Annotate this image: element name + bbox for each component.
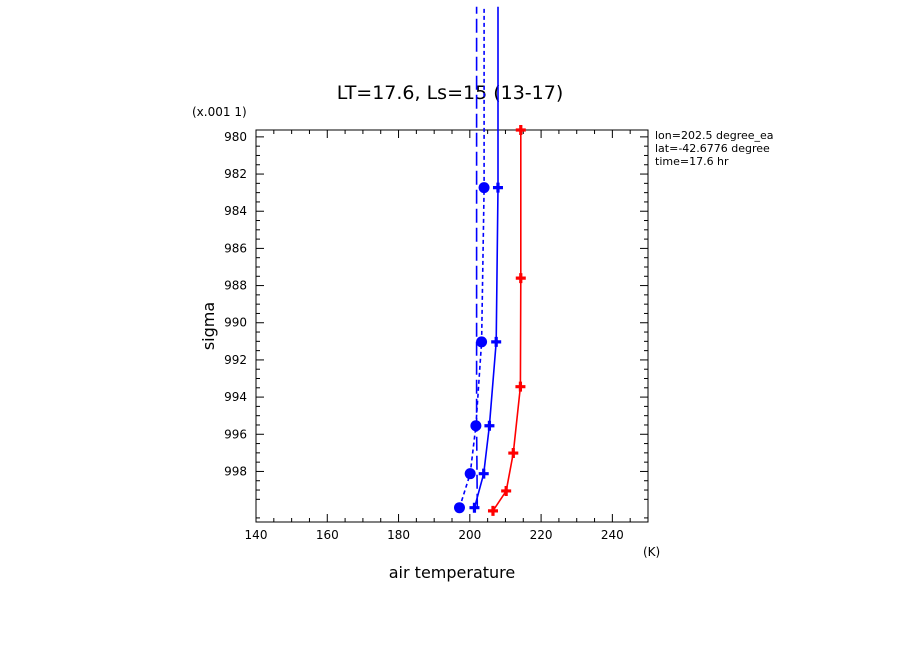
series-1-marker [478, 468, 489, 479]
plot-frame [255, 129, 649, 523]
series-0-marker [487, 505, 498, 516]
annotation-lon: lon=202.5 degree_ea [655, 129, 774, 142]
y-tick-label: 994 [224, 390, 247, 404]
series-0-marker [515, 381, 526, 392]
series-0-line [492, 130, 522, 512]
axis-ticks: 140 160 180 200 220 240 980 982 984 986 988 990 992 9… [224, 130, 648, 542]
series-0-marker [515, 125, 526, 135]
y-tick-label: 988 [224, 279, 247, 293]
series-0-marker [508, 448, 519, 459]
x-unit-label: (K) [643, 545, 660, 559]
x-tick-label: 160 [316, 528, 339, 542]
y-tick-label: 992 [224, 353, 247, 367]
series-1-marker [491, 336, 502, 347]
y-tick-label: 980 [224, 130, 247, 144]
annotation-time: time=17.6 hr [655, 155, 729, 168]
series-2-marker [478, 182, 490, 194]
series-2-marker [476, 336, 488, 348]
x-tick-label: 220 [530, 528, 553, 542]
series-2-marker [453, 502, 465, 514]
y-tick-label: 986 [224, 241, 247, 255]
series-1-marker [484, 420, 495, 431]
y-tick-label: 998 [224, 464, 247, 478]
x-tick-label: 200 [458, 528, 481, 542]
series-3-line [475, 6, 479, 508]
x-tick-label: 180 [387, 528, 410, 542]
x-axis-label: air temperature [389, 563, 515, 582]
y-tick-label: 982 [224, 167, 247, 181]
series-0-marker [501, 485, 512, 496]
y-tick-label: 996 [224, 427, 247, 441]
series-1-marker [492, 182, 503, 193]
y-tick-label: 990 [224, 316, 247, 330]
series-2-line [458, 6, 485, 508]
chart-title: LT=17.6, Ls=15 (13-17) [337, 82, 564, 104]
series-2-marker [464, 468, 476, 480]
series-1-line [473, 6, 499, 508]
annotation-lat: lat=-42.6776 degree [655, 142, 770, 155]
annotations: lon=202.5 degree_ea lat=-42.6776 degree … [655, 129, 774, 168]
series-layer [453, 6, 526, 516]
x-tick-label: 240 [601, 528, 624, 542]
y-tick-label: 984 [224, 204, 247, 218]
y-scale-label: (x.001 1) [192, 105, 247, 119]
series-0-marker [515, 273, 526, 284]
y-axis-label: sigma [199, 302, 218, 350]
x-tick-label: 140 [245, 528, 268, 542]
